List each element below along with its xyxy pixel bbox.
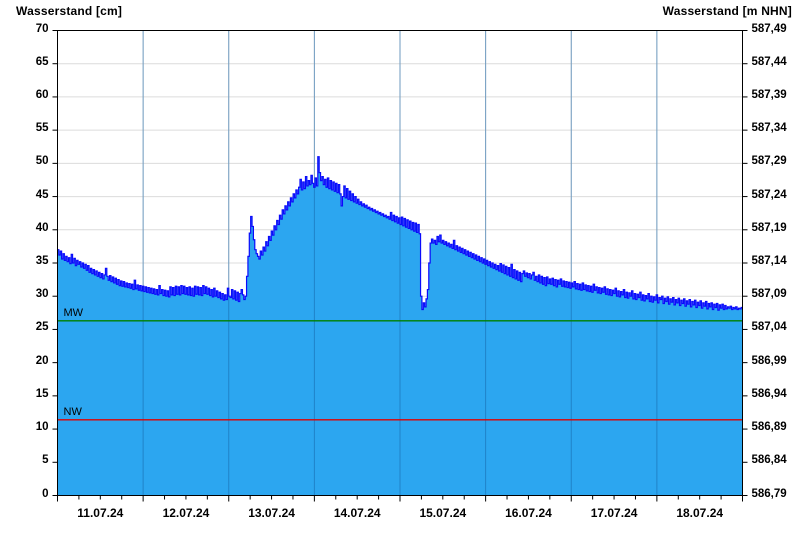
ytick-label-right: 586,84	[751, 454, 787, 467]
ytick-label-right: 587,04	[751, 321, 787, 334]
ytick-label-left: 35	[35, 255, 49, 267]
ytick-label-right: 587,34	[751, 122, 787, 135]
xtick-label: 14.07.24	[333, 505, 381, 520]
ytick-label-left: 25	[35, 321, 49, 334]
xtick-label: 11.07.24	[77, 505, 124, 520]
xtick-label: 18.07.24	[676, 505, 724, 520]
ytick-label-right: 586,99	[751, 354, 787, 367]
threshold-label-mw: MW	[63, 306, 84, 319]
ytick-label-right: 587,09	[751, 288, 787, 301]
ytick-label-right: 586,94	[751, 387, 787, 400]
ytick-label-right: 586,89	[751, 421, 787, 434]
threshold-lines	[57, 320, 743, 421]
xtick-label: 17.07.24	[590, 505, 638, 520]
ytick-label-left: 15	[35, 387, 49, 400]
ytick-label-right: 587,19	[751, 221, 787, 234]
ytick-label-left: 20	[35, 354, 49, 367]
ytick-label-right: 587,24	[751, 188, 787, 201]
ytick-label-right: 587,39	[751, 88, 787, 101]
xtick-label: 13.07.24	[248, 505, 295, 520]
xtick-label: 15.07.24	[419, 505, 467, 520]
ytick-label-left: 10	[35, 421, 49, 434]
ytick-label-left: 40	[35, 221, 49, 234]
ytick-label-right: 586,79	[751, 487, 787, 500]
left-axis-title: Wasserstand [cm]	[16, 4, 123, 18]
xtick-label: 16.07.24	[505, 505, 552, 520]
ytick-label-left: 5	[42, 454, 49, 467]
ytick-label-left: 30	[35, 288, 49, 301]
right-axis-title: Wasserstand [m NHN]	[662, 4, 792, 18]
ytick-label-left: 70	[35, 22, 49, 35]
water-level-series	[57, 30, 743, 496]
ytick-label-left: 60	[35, 88, 49, 101]
ytick-label-left: 55	[35, 122, 49, 135]
ytick-label-right: 587,44	[751, 55, 787, 68]
axis-ticks	[52, 30, 748, 502]
ytick-label-right: 587,29	[751, 155, 787, 168]
series-line	[57, 156, 743, 311]
ytick-label-left: 0	[42, 487, 49, 500]
ytick-label-right: 587,14	[751, 255, 787, 267]
xtick-label: 12.07.24	[162, 505, 210, 520]
ytick-label-left: 50	[35, 155, 49, 168]
ytick-label-left: 45	[35, 188, 49, 201]
threshold-label-nw: NW	[63, 405, 82, 418]
ytick-label-left: 65	[35, 55, 49, 68]
ytick-label-right: 587,49	[751, 22, 787, 35]
